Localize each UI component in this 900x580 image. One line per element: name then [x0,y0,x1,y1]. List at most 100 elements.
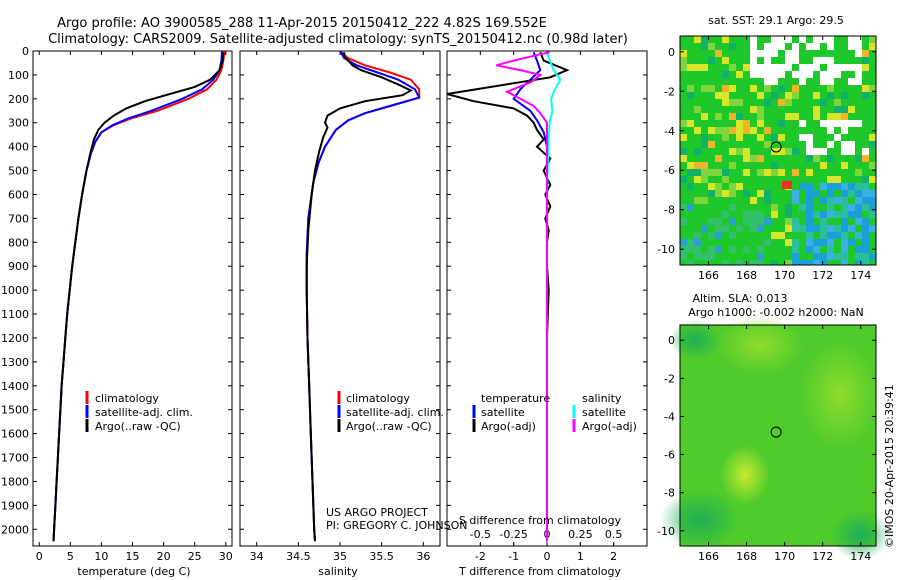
sst-cell [680,253,687,260]
sst-cell [687,92,694,99]
series-t-satellite [512,51,548,542]
sst-cell [834,64,841,71]
sst-cell [687,204,694,211]
legend-label-s-argo: Argo(-adj) [582,420,637,433]
sst-cell [757,92,764,99]
sst-cell [799,260,806,265]
s-difference-xlabel: S difference from climatology [459,514,622,527]
depth-tick-label: 300 [8,117,29,130]
sst-cell [785,92,792,99]
sst-cell [834,253,841,260]
sst-cell [792,85,799,92]
sst-cell [757,211,764,218]
x-tick-label: 34.5 [286,550,311,563]
sst-cell [869,134,876,141]
sst-cell [813,148,820,155]
sst-cell [778,71,785,78]
difference-legend: temperature satellite Argo(-adj) salinit… [472,392,637,433]
map-x-tick-label: 168 [736,550,757,563]
sst-warm-patch [782,181,792,189]
sst-cell [820,99,827,106]
salinity-legend: climatology satellite-adj. clim. Argo(..… [337,391,444,433]
sst-cell [757,106,764,113]
sst-cell [834,120,841,127]
sst-cell [855,232,862,239]
sst-cell [729,64,736,71]
sst-cell [729,162,736,169]
sst-cell [694,162,701,169]
sst-cell [750,85,757,92]
temperature-series [52,50,226,542]
sst-cell [820,232,827,239]
series-argo-raw-qc- [52,52,225,542]
sst-cell [687,246,694,253]
sst-cell [750,50,757,57]
sst-cell [813,260,820,265]
sst-cell [778,120,785,127]
sst-cell [687,120,694,127]
sst-cell [764,64,771,71]
sst-cell [736,71,743,78]
sst-cell [841,197,848,204]
sst-cell [694,232,701,239]
sst-cell [715,190,722,197]
s-difference-x-axis: -0.5 -0.25 0 0.25 0.5 [470,528,622,546]
depth-tick-label: 600 [8,188,29,201]
sst-cell [750,155,757,162]
sst-cell [757,253,764,260]
sst-cell [701,162,708,169]
sst-cell [743,64,750,71]
sst-cell [841,113,848,120]
sst-cell [827,246,834,253]
sst-cell [736,120,743,127]
sst-cell [743,169,750,176]
depth-tick-label: 1800 [1,475,29,488]
sst-cell [708,253,715,260]
sst-cell [869,204,876,211]
sst-cell [813,64,820,71]
sst-cell [869,162,876,169]
sst-cell [722,211,729,218]
sst-cell [757,120,764,127]
sst-cell [799,204,806,211]
x-tick-label: 0 [36,550,43,563]
sst-cell [820,197,827,204]
sst-cell [862,85,869,92]
sst-cell [799,225,806,232]
sst-cell [736,183,743,190]
sst-cell [806,218,813,225]
sst-cell [687,85,694,92]
sst-cell [764,85,771,92]
sst-cell [806,197,813,204]
sst-cell [827,239,834,246]
sst-cell [827,204,834,211]
legend-label-s-satellite: satellite [582,406,626,419]
sst-cell [792,43,799,50]
sst-cell [827,190,834,197]
sst-cell [757,169,764,176]
sst-cell [827,120,834,127]
depth-tick-label: 1400 [1,380,29,393]
sst-cell [694,148,701,155]
sst-cell [855,260,862,265]
sst-cell [806,64,813,71]
sst-cell [820,225,827,232]
sst-cell [785,225,792,232]
sst-cell [750,127,757,134]
sst-cell [799,36,806,43]
sst-cell [680,148,687,155]
sst-cell [827,183,834,190]
sst-cell [708,183,715,190]
sst-cell [764,197,771,204]
sst-map-frame [679,35,877,266]
sst-cell [848,225,855,232]
sst-cell [757,155,764,162]
x-tick-label: 1 [577,550,584,563]
map-x-tick-label: 172 [812,550,833,563]
sst-cell [785,113,792,120]
sst-cell [834,197,841,204]
sst-cell [778,134,785,141]
sst-cell [834,99,841,106]
depth-tick-label: 200 [8,93,29,106]
sst-cell [841,204,848,211]
